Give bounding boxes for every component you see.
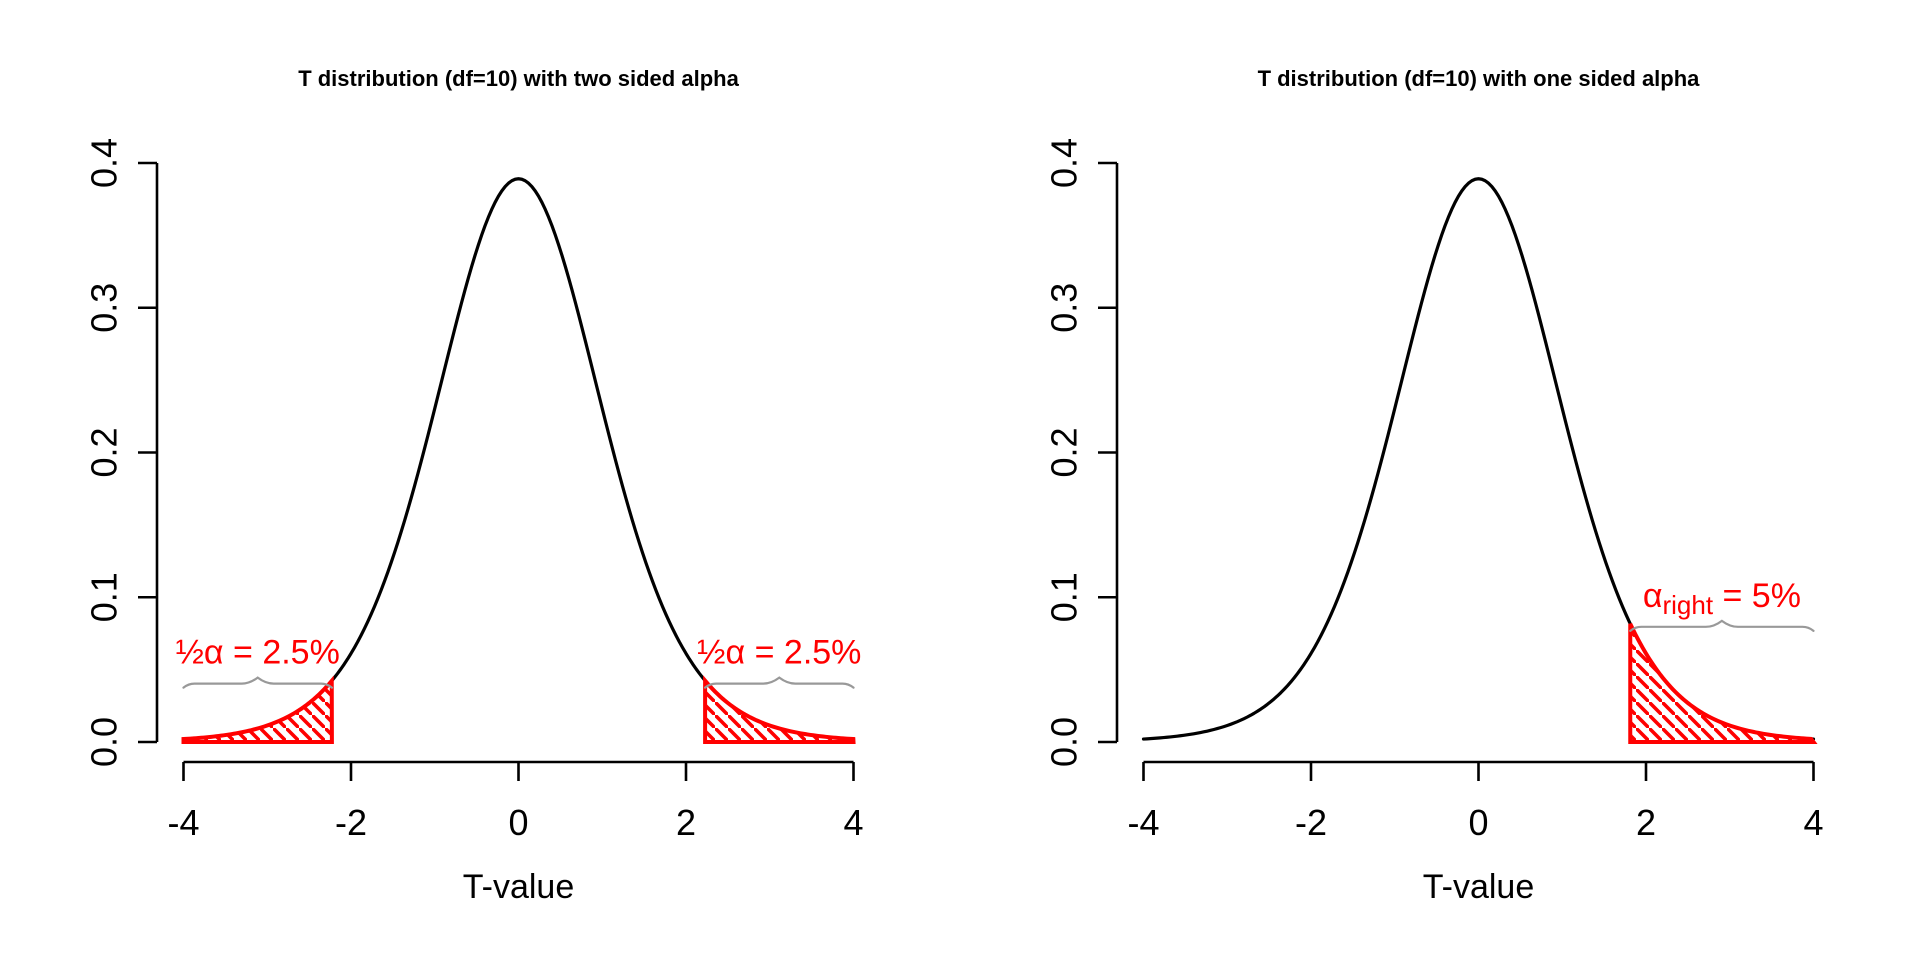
x-axis-label: T-value	[1423, 868, 1535, 906]
x-tick-label: 4	[843, 802, 863, 843]
x-tick-label: 4	[1803, 802, 1823, 843]
alpha-tail-region	[181, 675, 334, 744]
tail-brace	[1629, 619, 1815, 632]
alpha-label-main: ½α = 2.5%	[176, 634, 340, 672]
y-tick-label: 0.2	[1044, 427, 1085, 477]
alpha-label-value: = 5%	[1713, 577, 1801, 615]
chart-title: T distribution (df=10) with one sided al…	[1258, 66, 1701, 91]
x-tick-label: 0	[508, 802, 528, 843]
chart-one-sided-alpha: T distribution (df=10) with one sided al…	[1044, 66, 1824, 906]
y-tick-label: 0.4	[84, 138, 125, 188]
chart-title: T distribution (df=10) with two sided al…	[298, 66, 739, 91]
tail-brace	[703, 676, 855, 689]
y-tick-label: 0.0	[84, 717, 125, 767]
density-curve	[1141, 177, 1816, 741]
alpha-label: αright = 5%	[1643, 577, 1801, 620]
alpha-label: ½α = 2.5%	[697, 634, 861, 672]
alpha-label-subscript: right	[1662, 590, 1713, 620]
y-tick-label: 0.2	[84, 427, 125, 477]
y-tick-label: 0.1	[84, 572, 125, 622]
x-tick-label: 2	[1636, 802, 1656, 843]
alpha-tail-region	[703, 675, 856, 744]
x-tick-label: -2	[1295, 802, 1327, 843]
alpha-label-main: ½α = 2.5%	[697, 634, 861, 672]
y-tick-label: 0.3	[84, 283, 125, 333]
x-tick-label: -4	[1127, 802, 1159, 843]
tail-brace	[182, 676, 334, 689]
y-tick-label: 0.0	[1044, 717, 1085, 767]
alpha-label: ½α = 2.5%	[176, 634, 340, 672]
y-tick-label: 0.3	[1044, 283, 1085, 333]
alpha-tail-region	[1628, 622, 1818, 744]
x-tick-label: -2	[335, 802, 367, 843]
x-axis-label: T-value	[463, 868, 575, 906]
alpha-label-main: α	[1643, 577, 1663, 615]
x-tick-label: 0	[1468, 802, 1488, 843]
x-tick-label: -4	[167, 802, 199, 843]
y-tick-label: 0.4	[1044, 138, 1085, 188]
x-tick-label: 2	[676, 802, 696, 843]
y-tick-label: 0.1	[1044, 572, 1085, 622]
chart-two-sided-alpha: T distribution (df=10) with two sided al…	[84, 66, 864, 906]
